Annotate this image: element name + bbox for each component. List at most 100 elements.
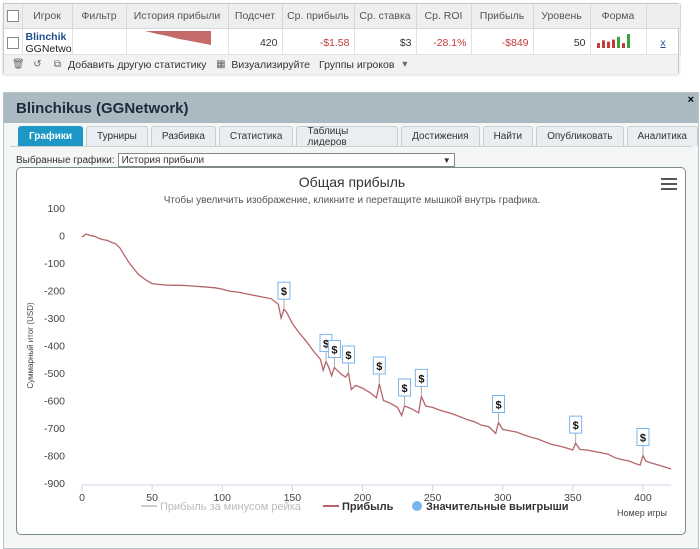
y-tick-label: -100: [44, 258, 65, 270]
form-bar: [627, 33, 630, 48]
delete-button[interactable]: 🗑: [12, 59, 25, 70]
big-win-flag[interactable]: $: [414, 368, 428, 397]
y-tick-label: 100: [47, 203, 65, 215]
legend-label-big-wins: Значительные выигрыши: [426, 501, 569, 513]
tab-bar: Графики Турниры Разбивка Статистика Таблицы …: [18, 124, 698, 148]
big-win-flag[interactable]: $: [277, 281, 291, 310]
big-win-flag[interactable]: $: [341, 345, 355, 373]
col-header-player[interactable]: Игрок: [22, 4, 73, 29]
history-cell: [126, 28, 229, 57]
legend-label-rake: Прибыль за минусом рейка: [160, 501, 302, 513]
big-win-flag[interactable]: $: [327, 340, 341, 368]
y-tick-label: -600: [44, 396, 65, 408]
legend-item-rake[interactable]: Прибыль за минусом рейка: [141, 501, 302, 513]
big-win-flag[interactable]: $: [398, 378, 412, 406]
big-win-flag-label: $: [495, 400, 501, 412]
profit-series-line[interactable]: [81, 233, 672, 470]
chart-selector-value: История прибыли: [121, 154, 205, 166]
x-tick-label: 100: [213, 492, 231, 504]
col-header-avg-profit[interactable]: Ср. прибыль: [282, 4, 355, 29]
tab-5[interactable]: Таблицы лидеров: [296, 126, 399, 148]
form-cell: [590, 28, 647, 57]
visualize-button[interactable]: ▦ Визуализируйте: [215, 59, 310, 71]
table-row: Blinchik GGNetwo 420 -$1.58 $3 -28.1% -$…: [4, 28, 681, 57]
avg-profit-cell: -$1.58: [282, 28, 355, 57]
close-icon[interactable]: ×: [687, 94, 694, 106]
chart-selector-dropdown[interactable]: История прибыли ▼: [117, 153, 455, 167]
tab-1[interactable]: Графики: [18, 126, 84, 146]
tab-4[interactable]: Статистика: [218, 126, 294, 146]
chevron-down-icon: ▼: [442, 155, 451, 165]
big-win-flag[interactable]: $: [636, 428, 650, 456]
form-bar: [617, 36, 620, 48]
window-title: Blinchikus (GGNetwork): [16, 99, 189, 117]
chart-menu-icon[interactable]: [661, 178, 677, 192]
form-bar: [602, 39, 605, 48]
form-bar: [622, 42, 625, 48]
tab-8[interactable]: Опубликовать: [536, 126, 624, 146]
tab-3[interactable]: Разбивка: [150, 126, 216, 146]
col-header-count[interactable]: Подсчет: [228, 4, 283, 29]
col-header-remove: [646, 4, 681, 29]
visualize-label: Визуализируйте: [231, 58, 310, 71]
big-win-flag[interactable]: $: [372, 356, 386, 384]
tab-2[interactable]: Турниры: [86, 126, 148, 146]
big-win-flag-label: $: [418, 373, 424, 385]
stats-panel: Игрок Фильтр История прибыли Подсчет Ср.…: [3, 3, 681, 74]
form-bar: [612, 39, 615, 48]
row-checkbox[interactable]: [4, 28, 23, 57]
window-header: Blinchikus (GGNetwork): [4, 93, 698, 123]
chart-canvas[interactable]: Общая прибыль Чтобы увеличить изображение…: [17, 168, 687, 536]
x-tick-label: 0: [79, 492, 85, 504]
select-all-checkbox[interactable]: [4, 4, 23, 29]
x-tick-label: 50: [146, 492, 158, 504]
form-bar: [597, 42, 600, 48]
col-header-level[interactable]: Уровень: [533, 4, 591, 29]
tab-7[interactable]: Найти: [482, 126, 534, 146]
col-header-avg-stake[interactable]: Ср. ставка: [354, 4, 417, 29]
big-win-flag[interactable]: $: [492, 395, 506, 423]
chart-title: Общая прибыль: [299, 174, 405, 190]
col-header-avg-roi[interactable]: Ср. ROI: [416, 4, 472, 29]
chart-selector-row: Выбранные графики: История прибыли ▼: [16, 153, 455, 167]
profit-cell: -$849: [471, 28, 534, 57]
refresh-button[interactable]: ↺: [32, 59, 43, 70]
big-win-flag-label: $: [345, 350, 351, 362]
big-win-flag-label: $: [640, 433, 646, 445]
x-tick-label: 350: [564, 492, 582, 504]
remove-player-link[interactable]: x: [646, 28, 681, 57]
stats-table: Игрок Фильтр История прибыли Подсчет Ср.…: [4, 4, 681, 57]
x-axis-label: Номер игры: [617, 508, 667, 518]
x-tick-label: 250: [424, 492, 442, 504]
col-header-filter[interactable]: Фильтр: [72, 4, 127, 29]
add-stats-button[interactable]: ⧉ Добавить другую статистику: [52, 59, 206, 71]
legend-item-big-wins[interactable]: Значительные выигрыши: [412, 501, 569, 513]
table-header-row: Игрок Фильтр История прибыли Подсчет Ср.…: [4, 4, 681, 29]
player-groups-button[interactable]: Группы игроков ▾: [319, 59, 410, 71]
big-win-flag[interactable]: $: [569, 415, 583, 444]
big-win-flag-label: $: [331, 345, 337, 357]
profit-chart[interactable]: Общая прибыль Чтобы увеличить изображение…: [16, 167, 686, 535]
refresh-icon: ↺: [33, 59, 42, 70]
x-tick-label: 150: [284, 492, 302, 504]
col-header-form[interactable]: Форма: [590, 4, 647, 29]
form-bar: [607, 41, 610, 48]
tab-6[interactable]: Достижения: [401, 126, 480, 146]
y-tick-label: -500: [44, 368, 65, 380]
big-win-flag-label: $: [281, 286, 287, 298]
col-header-history[interactable]: История прибыли: [126, 4, 229, 29]
big-win-flag-label: $: [401, 383, 407, 395]
y-tick-label: -700: [44, 423, 65, 435]
player-name-link[interactable]: Blinchik: [25, 30, 67, 43]
form-bars: [597, 33, 630, 48]
player-network: GGNetwo: [25, 42, 72, 55]
legend-label-profit: Прибыль: [342, 501, 394, 513]
add-column-icon: ⧉: [53, 59, 62, 70]
legend-item-profit[interactable]: Прибыль: [323, 501, 394, 513]
y-tick-label: -900: [44, 478, 65, 490]
big-win-flag-label: $: [323, 338, 329, 350]
col-header-profit[interactable]: Прибыль: [471, 4, 534, 29]
tab-9[interactable]: Аналитика: [626, 126, 698, 146]
big-win-flag-label: $: [376, 361, 382, 373]
avg-roi-cell: -28.1%: [416, 28, 472, 57]
